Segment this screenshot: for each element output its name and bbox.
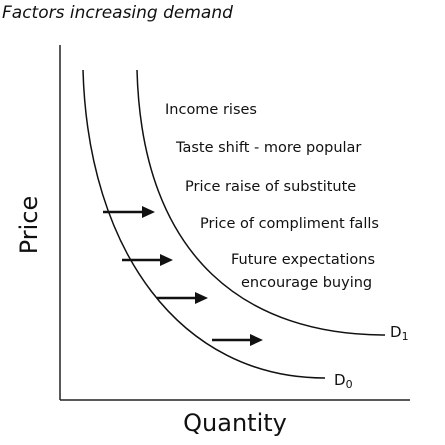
factor: Future expectations <box>231 252 375 268</box>
demand-curve-d0 <box>82 69 326 379</box>
x-axis-label: Quantity <box>183 409 287 437</box>
curve-subscript: 1 <box>402 330 409 343</box>
shift-arrows <box>103 210 253 342</box>
curve-letter: D <box>390 323 402 341</box>
factor: encourage buying <box>241 275 372 291</box>
y-axis-label: Price <box>15 196 43 255</box>
arrow-head <box>160 254 173 266</box>
title: Factors increasing demand <box>2 3 233 23</box>
arrow-head <box>195 292 208 304</box>
demand-curve-d1 <box>136 69 386 336</box>
factor: Taste shift - more popular <box>175 140 361 156</box>
arrow-heads <box>142 206 263 346</box>
arrow-head <box>250 334 263 346</box>
factor: Price raise of substitute <box>185 179 356 195</box>
curve-letter: D <box>334 371 346 389</box>
factor: Price of compliment falls <box>200 216 379 232</box>
arrow-head <box>142 206 155 218</box>
curve-label: D1 <box>390 323 409 344</box>
curve-subscript: 0 <box>346 378 353 391</box>
curve-label: D0 <box>334 371 353 392</box>
factor: Income rises <box>165 102 257 118</box>
